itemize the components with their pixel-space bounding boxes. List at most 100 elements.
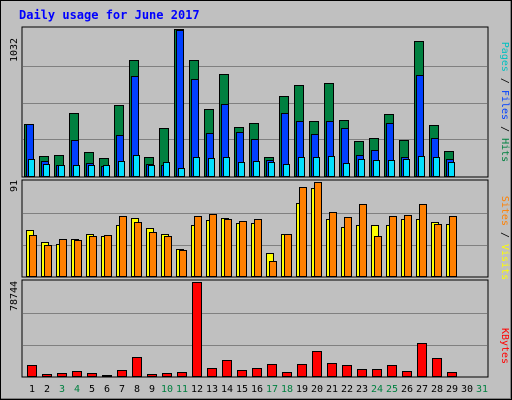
top-legend: Pages / Files / Hits (499, 42, 510, 162)
legend-files: Files (499, 90, 510, 120)
bars (24, 29, 457, 377)
bar-pages-day-23 (358, 159, 365, 177)
bar-sites-day-3 (59, 239, 67, 277)
bar-sites-day-19 (299, 187, 307, 277)
bar-pages-day-19 (298, 157, 305, 177)
middle-legend: Sites / Visits (499, 196, 510, 280)
day-label-18: 18 (281, 384, 293, 395)
day-label-30: 30 (461, 384, 473, 395)
bar-pages-day-11 (178, 168, 185, 177)
bar-sites-day-1 (29, 235, 37, 277)
bar-kbytes-day-14 (222, 360, 232, 377)
day-label-27: 27 (416, 384, 428, 395)
bar-sites-day-21 (329, 212, 337, 277)
bar-pages-day-28 (433, 157, 440, 177)
bar-sites-day-25 (389, 216, 397, 277)
bar-pages-day-17 (268, 162, 275, 177)
bottom-legend: KBytes (499, 328, 510, 364)
bar-sites-day-29 (449, 216, 457, 277)
day-label-9: 9 (149, 384, 155, 395)
day-label-3: 3 (59, 384, 65, 395)
day-label-8: 8 (134, 384, 140, 395)
bar-kbytes-day-22 (342, 365, 352, 377)
bar-pages-day-29 (448, 162, 455, 177)
day-label-31: 31 (476, 384, 488, 395)
bar-sites-day-12 (194, 216, 202, 277)
bar-kbytes-day-29 (447, 372, 457, 377)
day-label-13: 13 (206, 384, 218, 395)
bar-pages-day-24 (373, 160, 380, 177)
bar-pages-day-21 (328, 156, 335, 177)
bar-kbytes-day-9 (147, 374, 157, 377)
bar-pages-day-27 (418, 156, 425, 177)
bar-pages-day-22 (343, 163, 350, 177)
middle-ymax-label: 91 (9, 180, 20, 192)
bar-sites-day-4 (74, 240, 82, 277)
bar-kbytes-day-26 (402, 371, 412, 377)
bar-kbytes-day-21 (327, 363, 337, 377)
day-label-29: 29 (446, 384, 458, 395)
bar-pages-day-13 (208, 158, 215, 177)
day-label-6: 6 (104, 384, 110, 395)
day-label-21: 21 (326, 384, 338, 395)
bar-pages-day-20 (313, 157, 320, 177)
bar-pages-day-7 (118, 161, 125, 177)
bar-kbytes-day-4 (72, 371, 82, 377)
legend-kbytes: KBytes (499, 328, 510, 364)
bar-sites-day-13 (209, 214, 217, 277)
bar-sites-day-7 (119, 216, 127, 277)
bar-kbytes-day-15 (237, 370, 247, 377)
bar-kbytes-day-12 (192, 282, 202, 377)
top-ymax-label: 1032 (9, 38, 20, 62)
bar-sites-day-23 (359, 204, 367, 277)
bar-kbytes-day-7 (117, 370, 127, 377)
bar-sites-day-14 (224, 219, 232, 277)
day-label-2: 2 (44, 384, 50, 395)
bar-sites-day-17 (269, 261, 277, 277)
bar-sites-day-11 (179, 250, 187, 277)
bar-kbytes-day-8 (132, 357, 142, 377)
bar-kbytes-day-27 (417, 343, 427, 377)
bar-kbytes-day-28 (432, 358, 442, 377)
day-label-15: 15 (236, 384, 248, 395)
day-label-12: 12 (191, 384, 203, 395)
bar-pages-day-6 (103, 165, 110, 177)
day-label-14: 14 (221, 384, 233, 395)
day-label-17: 17 (266, 384, 278, 395)
bar-sites-day-18 (284, 234, 292, 277)
day-label-20: 20 (311, 384, 323, 395)
bar-pages-day-4 (73, 165, 80, 177)
bar-kbytes-day-16 (252, 368, 262, 377)
bar-pages-day-5 (88, 165, 95, 177)
bar-pages-day-15 (238, 162, 245, 177)
bar-sites-day-22 (344, 217, 352, 277)
bar-kbytes-day-23 (357, 369, 367, 377)
bar-sites-day-27 (419, 204, 427, 277)
bar-kbytes-day-24 (372, 369, 382, 377)
day-label-26: 26 (401, 384, 413, 395)
bar-sites-day-26 (404, 215, 412, 277)
bar-pages-day-25 (388, 160, 395, 177)
bar-files-day-11 (176, 30, 184, 177)
bar-sites-day-6 (104, 235, 112, 277)
legend-pages: Pages (499, 42, 510, 72)
day-label-28: 28 (431, 384, 443, 395)
bar-kbytes-day-20 (312, 351, 322, 377)
legend-sep-2: / (499, 120, 510, 138)
bar-kbytes-day-5 (87, 373, 97, 377)
bar-kbytes-day-11 (177, 372, 187, 377)
bar-pages-day-2 (43, 164, 50, 177)
chart-title: Daily usage for June 2017 (19, 8, 200, 22)
bar-sites-day-16 (254, 219, 262, 277)
bar-pages-day-1 (28, 159, 35, 177)
day-label-5: 5 (89, 384, 95, 395)
bar-kbytes-day-25 (387, 365, 397, 377)
day-label-10: 10 (161, 384, 173, 395)
bar-sites-day-5 (89, 236, 97, 277)
legend-visits: Visits (499, 244, 510, 280)
bar-pages-day-9 (148, 165, 155, 177)
bar-kbytes-day-13 (207, 368, 217, 377)
legend-hits: Hits (499, 138, 510, 162)
bar-kbytes-day-18 (282, 372, 292, 377)
